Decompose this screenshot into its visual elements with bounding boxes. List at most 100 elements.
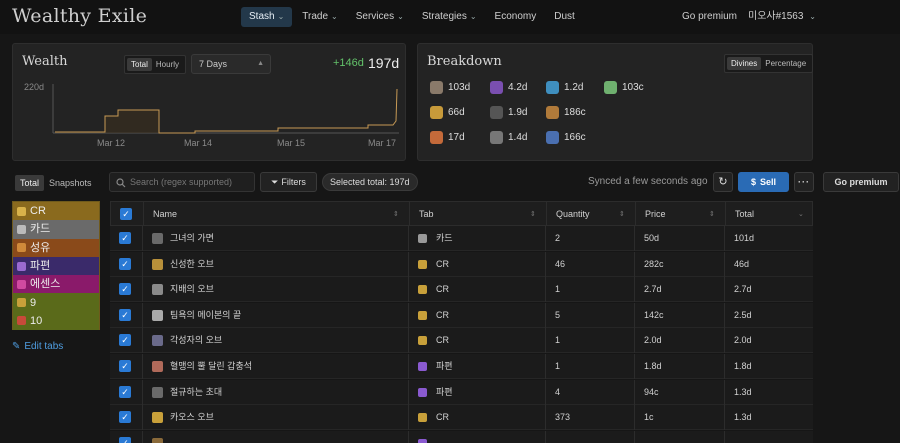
item-total: 46d	[734, 258, 750, 269]
breakdown-item: 66d	[430, 106, 465, 119]
column-divider	[142, 251, 143, 277]
chevron-down-icon: ⌄	[331, 12, 338, 21]
row-checkbox[interactable]: ✓	[119, 308, 131, 321]
refresh-button[interactable]: ↻	[713, 172, 733, 192]
more-options-button[interactable]: ···	[794, 172, 814, 192]
edit-tabs-link[interactable]: ✎ Edit tabs	[12, 341, 63, 352]
table-row[interactable]: ✓ 절규하는 초대 파편 4 94c 1.3d	[110, 379, 813, 405]
view-total[interactable]: Total	[15, 175, 45, 191]
header-total[interactable]: Total	[735, 209, 755, 219]
stash-tab-item[interactable]: 에센스	[13, 275, 99, 294]
column-divider	[545, 277, 546, 303]
nav-item-services[interactable]: Services ⌄	[348, 7, 412, 27]
item-price: 142c	[644, 309, 664, 320]
row-checkbox[interactable]: ✓	[119, 283, 131, 296]
x-tick-label: Mar 14	[184, 138, 212, 148]
chevron-down-icon: ⌄	[277, 12, 285, 21]
select-all-checkbox[interactable]: ✓	[120, 208, 132, 220]
view-snapshots[interactable]: Snapshots	[49, 178, 92, 188]
row-checkbox[interactable]: ✓	[119, 334, 131, 347]
column-divider	[724, 277, 725, 303]
column-divider	[408, 328, 409, 354]
breakdown-value: 103c	[622, 82, 644, 93]
table-row[interactable]: ✓ 지배의 오브 CR 1 2.7d 2.7d	[110, 277, 813, 303]
item-tab: CR	[436, 335, 449, 346]
stash-tab-item[interactable]: 9	[13, 293, 99, 312]
item-name: 각성자의 오브	[170, 335, 223, 346]
column-divider	[142, 302, 143, 328]
go-premium-button[interactable]: Go premium	[823, 172, 899, 192]
column-divider	[408, 251, 409, 277]
user-menu[interactable]: 미오사#1563 ⌄	[748, 7, 816, 27]
column-divider	[724, 226, 725, 251]
tab-icon	[418, 362, 427, 371]
breakdown-item: 1.2d	[546, 81, 583, 94]
breakdown-value: 103d	[448, 82, 471, 93]
wealth-mode-toggle: Total Hourly	[124, 55, 187, 74]
toggle-hourly[interactable]: Hourly	[155, 60, 180, 69]
column-divider	[634, 430, 635, 443]
table-row[interactable]: ✓ 혈맹의 뿔 달린 갑충석 파편 1 1.8d 1.8d	[110, 354, 813, 379]
wealth-chart: 220d Mar 12 Mar 14 Mar 15 Mar 17	[24, 82, 399, 148]
table-row[interactable]: ✓ 각성자의 오브 CR 1 2.0d 2.0d	[110, 328, 813, 354]
item-tab: 카드	[436, 233, 453, 243]
header-tab[interactable]: Tab	[419, 209, 434, 219]
toggle-percentage[interactable]: Percentage	[765, 59, 807, 68]
sort-icon[interactable]: ⇕	[619, 211, 625, 218]
stash-tab-label: CR	[30, 205, 46, 218]
sort-icon[interactable]: ⇕	[709, 211, 715, 218]
stash-tab-item[interactable]: 파편	[13, 256, 99, 276]
stash-tab-item[interactable]: 10	[13, 311, 99, 331]
table-row[interactable]: ✓ 신성한 오브 CR 46 282c 46d	[110, 251, 813, 277]
filters-button[interactable]: ⏷ Filters	[260, 172, 317, 192]
nav-item-strategies[interactable]: Strategies ⌄	[414, 7, 485, 27]
table-row[interactable]: ✓	[110, 430, 813, 443]
row-checkbox[interactable]: ✓	[119, 232, 131, 244]
sort-icon[interactable]: ⇕	[393, 211, 399, 218]
stash-tab-label: 성유	[30, 241, 51, 254]
header-quantity[interactable]: Quantity	[556, 209, 590, 219]
row-checkbox[interactable]: ✓	[119, 436, 131, 443]
pencil-icon: ✎	[12, 341, 21, 352]
search-input[interactable]	[130, 174, 250, 190]
sell-button[interactable]: $ Sell	[738, 172, 789, 192]
nav-item-dust[interactable]: Dust	[546, 7, 583, 27]
table-row[interactable]: ✓ 카오스 오브 CR 373 1c 1.3d	[110, 405, 813, 431]
column-divider	[724, 379, 725, 405]
table-row[interactable]: ✓ 그녀의 가면 카드 2 50d 101d	[110, 226, 813, 251]
toggle-divines[interactable]: Divines	[727, 57, 762, 70]
go-premium-link[interactable]: Go premium	[682, 11, 738, 22]
breakdown-item: 103c	[604, 81, 644, 94]
breakdown-value: 1.2d	[564, 82, 584, 93]
item-icon	[152, 258, 163, 270]
stash-tab-item[interactable]: CR	[13, 202, 99, 221]
nav-item-stash[interactable]: Stash ⌄	[241, 7, 293, 27]
row-checkbox[interactable]: ✓	[119, 385, 131, 398]
row-checkbox[interactable]: ✓	[119, 411, 131, 424]
row-checkbox[interactable]: ✓	[119, 257, 131, 270]
column-divider	[545, 251, 546, 277]
column-divider	[634, 405, 635, 431]
chevron-down-icon: ⌄	[809, 12, 816, 21]
header-name[interactable]: Name	[153, 209, 178, 219]
item-total: 101d	[734, 233, 755, 243]
app-logo[interactable]: Wealthy Exile	[12, 5, 148, 27]
sort-icon[interactable]: ⇕	[530, 211, 536, 218]
nav-item-economy[interactable]: Economy	[487, 7, 545, 27]
toggle-total[interactable]: Total	[127, 58, 152, 71]
sort-desc-icon[interactable]: ⌄	[798, 211, 804, 218]
stash-tab-item[interactable]: 카드	[13, 220, 99, 239]
row-checkbox[interactable]: ✓	[119, 360, 131, 372]
column-divider	[142, 379, 143, 405]
tab-icon	[17, 279, 26, 289]
column-divider	[142, 226, 143, 251]
nav-item-trade[interactable]: Trade ⌄	[294, 7, 345, 27]
header-price[interactable]: Price	[645, 209, 666, 219]
column-divider	[142, 430, 143, 443]
stash-tab-item[interactable]: 성유	[13, 238, 99, 257]
time-range-select[interactable]: 7 Days ▲	[191, 54, 271, 74]
item-price: 1.8d	[644, 361, 662, 371]
table-row[interactable]: ✓ 팀욕의 메이본의 끝 CR 5 142c 2.5d	[110, 302, 813, 328]
column-divider	[724, 328, 725, 354]
tab-icon	[418, 336, 427, 346]
